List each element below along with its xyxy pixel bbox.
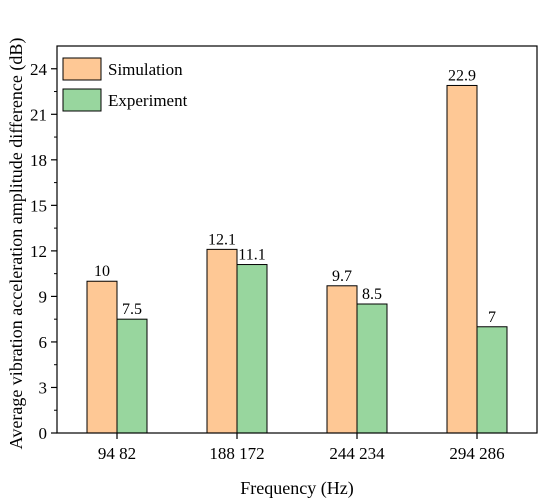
data-label-experiment-3: 8.5 <box>362 286 382 303</box>
bars-layer <box>86 84 508 434</box>
data-label-simulation-4: 22.9 <box>448 67 476 84</box>
bar-experiment-1 <box>116 318 148 434</box>
data-label-simulation-2: 12.1 <box>208 231 236 248</box>
x-tick-label: 244 234 <box>329 444 385 463</box>
data-label-experiment-4: 7 <box>488 309 496 326</box>
bar-simulation-3 <box>326 285 358 434</box>
bar-experiment-3 <box>356 303 388 434</box>
y-tick-label: 21 <box>30 105 47 124</box>
bar-simulation-1 <box>86 280 118 434</box>
bar-experiment-2 <box>236 264 268 434</box>
legend-label-experiment: Experiment <box>108 91 188 110</box>
bar-experiment-4 <box>476 326 508 434</box>
legend: Simulation Experiment <box>62 57 188 112</box>
y-tick-label: 15 <box>30 196 47 215</box>
legend-swatch-experiment <box>62 88 102 112</box>
data-label-simulation-3: 9.7 <box>332 268 352 285</box>
data-label-experiment-1: 7.5 <box>122 301 142 318</box>
y-tick-label: 12 <box>30 242 47 261</box>
x-axis-title: Frequency (Hz) <box>240 478 353 499</box>
y-tick-label: 3 <box>39 378 48 397</box>
axes-layer: 0 3 6 9 12 15 18 21 24 94 82 188 172 244 234 294 286 <box>30 45 538 463</box>
plot-frame <box>56 45 538 434</box>
data-label-simulation-1: 10 <box>94 263 110 280</box>
y-tick-label: 18 <box>30 151 47 170</box>
legend-label-simulation: Simulation <box>108 60 183 79</box>
bar-simulation-2 <box>206 248 238 434</box>
data-labels-layer: 10 7.5 12.111.1 9.7 8.5 22.9 7 <box>94 67 496 325</box>
data-label-experiment-2: 11.1 <box>238 247 265 264</box>
y-tick-label: 6 <box>39 333 48 352</box>
x-tick-label: 188 172 <box>209 444 264 463</box>
y-tick-label: 0 <box>39 424 48 443</box>
y-axis-title: Average vibration acceleration amplitude… <box>6 38 27 450</box>
y-tick-label: 9 <box>39 287 48 306</box>
x-tick-label: 94 82 <box>98 444 136 463</box>
y-tick-label: 24 <box>30 60 48 79</box>
bar-simulation-4 <box>446 84 478 434</box>
x-tick-label: 294 286 <box>449 444 504 463</box>
legend-swatch-simulation <box>62 57 102 81</box>
